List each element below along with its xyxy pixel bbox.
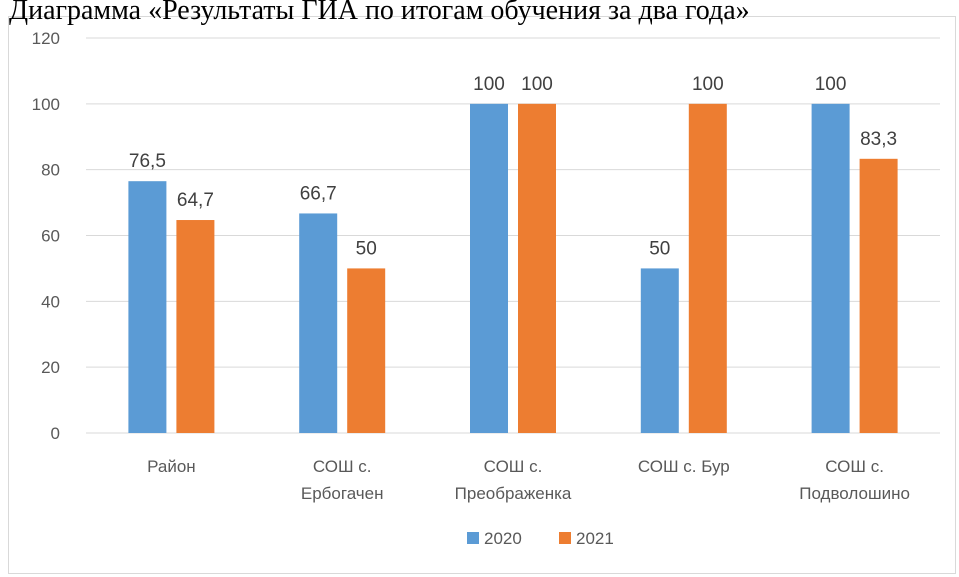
y-tick-label: 0	[51, 424, 60, 443]
bar-2021	[859, 158, 898, 433]
y-axis-ticks: 0 20 40 60 80 100 120	[32, 29, 60, 443]
y-tick-label: 120	[32, 29, 60, 48]
legend-swatch	[559, 532, 571, 544]
category-label: СОШ с. Бур	[638, 457, 730, 476]
bar-2021	[176, 220, 215, 433]
category-label: СОШ с.	[484, 457, 543, 476]
data-label: 66,7	[300, 183, 337, 204]
chart-frame: Диаграмма «Результаты ГИА по итогам обуч…	[8, 0, 956, 574]
chart-title: Диаграмма «Результаты ГИА по итогам обуч…	[9, 0, 750, 26]
data-label: 50	[356, 238, 377, 259]
legend-label: 2020	[484, 529, 522, 548]
category-label: СОШ с.	[313, 457, 372, 476]
category-label: Подволошино	[799, 484, 910, 503]
category-label: Ербогачен	[301, 484, 384, 503]
y-tick-label: 80	[41, 161, 60, 180]
y-tick-label: 20	[41, 358, 60, 377]
bar-chart: 0 20 40 60 80 100 120 76,5 64,7 66,7 50 100 100 50 10…	[32, 29, 940, 548]
bar-2021	[347, 268, 386, 433]
y-tick-label: 40	[41, 292, 60, 311]
y-tick-label: 60	[41, 227, 60, 246]
data-label: 100	[815, 74, 847, 95]
bar-2020	[128, 181, 167, 433]
bar-2020	[640, 268, 679, 433]
legend-item-2021: 2021	[559, 529, 614, 548]
category-label: СОШ с.	[825, 457, 884, 476]
data-label: 100	[521, 74, 553, 95]
gridlines	[86, 37, 940, 434]
data-label: 76,5	[129, 151, 166, 172]
bar-2021	[518, 103, 556, 433]
data-labels: 76,5 64,7 66,7 50 100 100 50 100 100 83,3	[129, 74, 897, 260]
legend-swatch	[467, 532, 479, 544]
legend-item-2020: 2020	[467, 529, 522, 548]
legend: 2020 2021	[467, 529, 614, 548]
bar-2020	[811, 103, 850, 433]
data-label: 100	[473, 74, 505, 95]
legend-label: 2021	[576, 529, 614, 548]
bars	[128, 103, 898, 433]
category-label: Преображенка	[455, 484, 572, 503]
category-label: Район	[147, 457, 196, 476]
bar-2020	[299, 213, 338, 433]
bar-2021	[688, 103, 727, 433]
data-label: 50	[649, 238, 670, 259]
x-axis-categories: Район СОШ с. Ербогачен СОШ с. Преображенка СО…	[147, 457, 910, 503]
bar-2020	[470, 103, 508, 433]
y-tick-label: 100	[32, 95, 60, 114]
data-label: 100	[692, 74, 724, 95]
data-label: 64,7	[177, 190, 214, 211]
data-label: 83,3	[860, 129, 897, 150]
